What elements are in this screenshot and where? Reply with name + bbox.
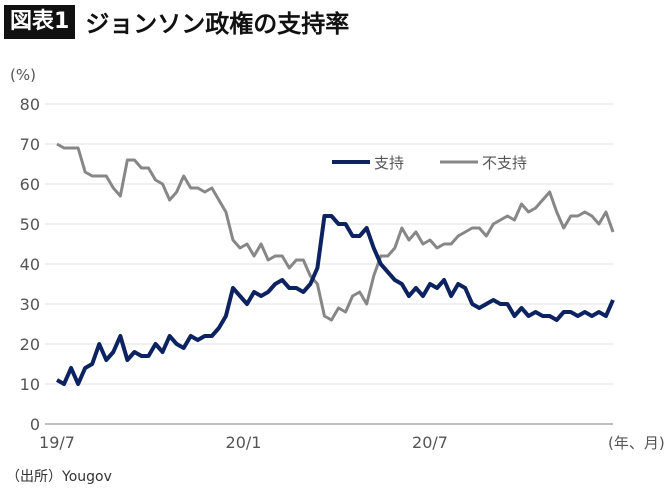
legend-label: 支持 bbox=[374, 154, 404, 172]
y-tick-label: 70 bbox=[20, 135, 40, 154]
y-tick-label: 10 bbox=[20, 375, 40, 394]
chart-title: 図表1 ジョンソン政権の支持率 bbox=[4, 4, 349, 39]
y-tick-label: 80 bbox=[20, 95, 40, 114]
legend-label: 不支持 bbox=[482, 154, 527, 172]
title-text: ジョンソン政権の支持率 bbox=[85, 10, 350, 38]
y-tick-label: 20 bbox=[20, 335, 40, 354]
y-tick-label: 60 bbox=[20, 175, 40, 194]
y-tick-label: 0 bbox=[30, 415, 40, 434]
series-line-支持 bbox=[56, 214, 615, 386]
series-line-不支持 bbox=[56, 142, 615, 322]
y-tick-label: 40 bbox=[20, 255, 40, 274]
y-tick-label: 30 bbox=[20, 295, 40, 314]
x-tick-label: 19/7 bbox=[39, 433, 75, 452]
x-tick-label: 20/7 bbox=[412, 433, 448, 452]
source-note: （出所）Yougov bbox=[6, 469, 112, 485]
x-axis-unit: (年、月) bbox=[608, 434, 665, 452]
y-axis-label: (%) bbox=[10, 66, 36, 84]
x-tick-label: 20/1 bbox=[226, 433, 262, 452]
figure-badge: 図表1 bbox=[4, 4, 76, 39]
y-tick-label: 50 bbox=[20, 215, 40, 234]
